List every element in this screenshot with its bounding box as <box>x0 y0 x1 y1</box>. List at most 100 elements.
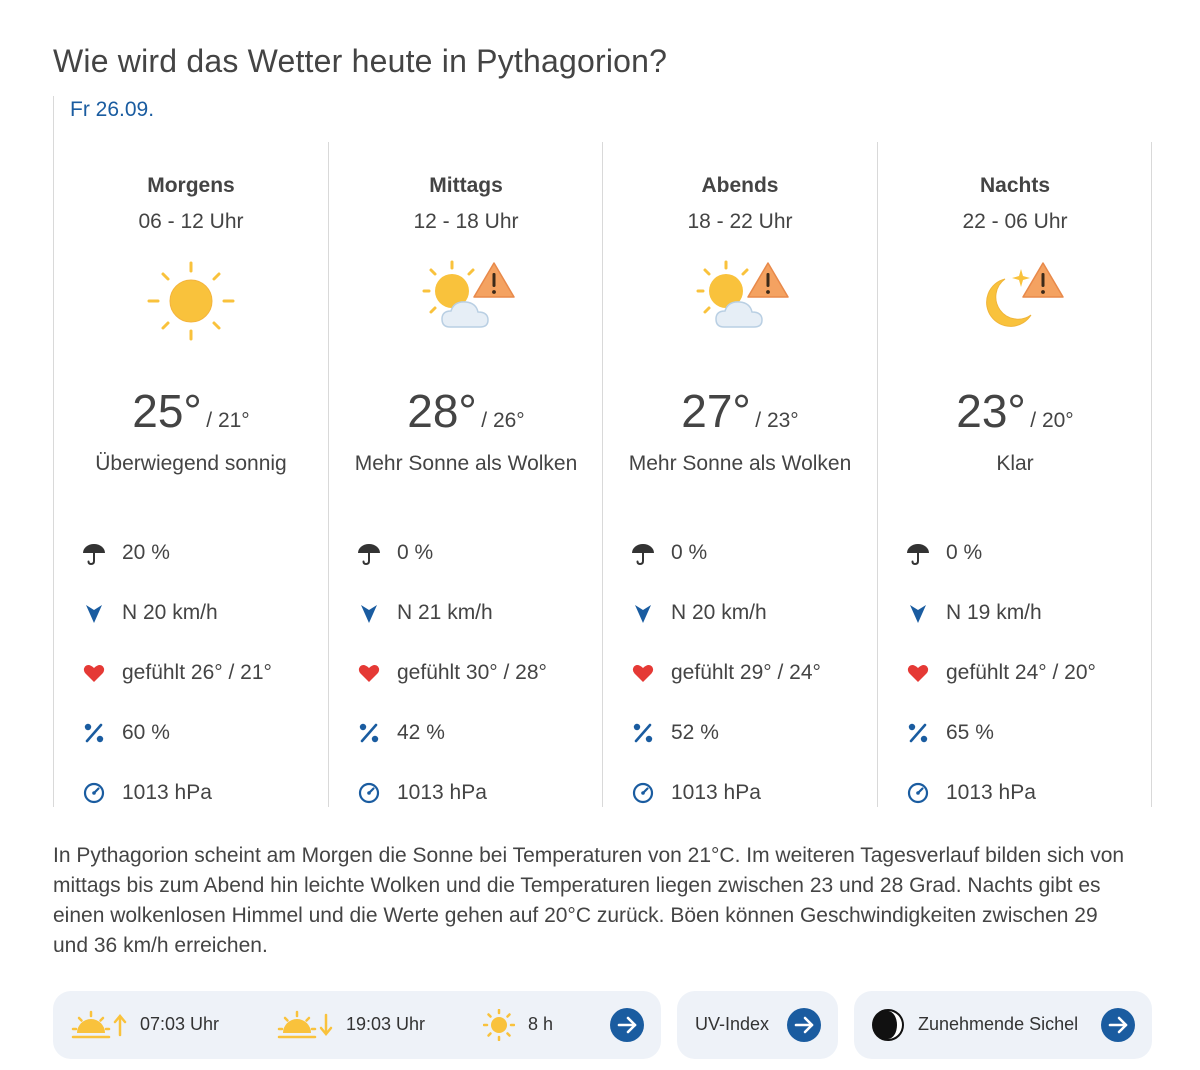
sun-details-button[interactable] <box>610 1008 644 1042</box>
uv-index-pill[interactable]: UV-Index <box>677 991 838 1059</box>
feels-like-temperature-value: gefühlt 29° / 24° <box>671 661 821 684</box>
moon-phase-button[interactable] <box>1101 1008 1135 1042</box>
sunrise-icon <box>71 1010 127 1039</box>
wind-row: N 19 km/h <box>906 598 1042 628</box>
rain-probability-row: 0 % <box>357 538 433 568</box>
uv-index-button[interactable] <box>787 1008 821 1042</box>
weather-summary: In Pythagorion scheint am Morgen die Son… <box>53 844 1125 957</box>
period-name: Mittags <box>429 174 503 197</box>
wind-direction-icon <box>635 605 651 623</box>
sunshine-duration: 8 h <box>528 1014 554 1034</box>
weather-description: Überwiegend sonnig <box>95 452 287 475</box>
humidity-value: 52 % <box>671 721 719 744</box>
period-hours: 22 - 06 Uhr <box>962 210 1068 233</box>
sun-cloud-warning-icon <box>690 257 790 345</box>
wind-value: N 19 km/h <box>946 601 1042 624</box>
feels-like-temperature-value: gefühlt 26° / 21° <box>122 661 272 684</box>
humidity-value: 42 % <box>397 721 445 744</box>
pressure-gauge-icon <box>632 782 654 804</box>
feels-like-temperature-row: gefühlt 29° / 24° <box>631 658 821 688</box>
air-pressure-row: 1013 hPa <box>631 778 761 808</box>
sunshine-icon <box>483 1009 515 1041</box>
moon-warning-icon <box>965 257 1065 345</box>
rain-probability-value: 0 % <box>671 541 708 564</box>
humidity-icon <box>84 723 104 743</box>
left-divider <box>53 96 54 807</box>
temperature-low: / 26° <box>481 409 525 432</box>
date-label: Fr 26.09. <box>70 98 155 121</box>
temperature-high: 25° <box>132 385 202 437</box>
page-title: Wie wird das Wetter heute in Pythagorion… <box>53 43 668 80</box>
rain-probability-row: 0 % <box>906 538 982 568</box>
period-column-night: Nachts 22 - 06 Uhr 23° / 20° Klar <box>878 142 1152 807</box>
air-pressure-value: 1013 hPa <box>671 781 761 804</box>
temperature: 23° / 20° <box>878 384 1152 438</box>
period-column-morning: Morgens 06 - 12 Uhr 25° / 21° Überwiegen… <box>54 142 328 807</box>
heart-icon <box>907 665 929 682</box>
uv-index-label: UV-Index <box>695 1014 770 1034</box>
wind-row: N 20 km/h <box>82 598 218 628</box>
feels-like-temperature-row: gefühlt 24° / 20° <box>906 658 1096 688</box>
air-pressure-value: 1013 hPa <box>946 781 1036 804</box>
period-hours: 06 - 12 Uhr <box>138 210 244 233</box>
column-divider <box>328 142 329 807</box>
wind-row: N 21 km/h <box>357 598 493 628</box>
wind-value: N 20 km/h <box>671 601 767 624</box>
umbrella-icon <box>358 544 380 565</box>
humidity-value: 65 % <box>946 721 994 744</box>
rain-probability-row: 0 % <box>631 538 707 568</box>
heart-icon <box>632 665 654 682</box>
heart-icon <box>83 665 105 682</box>
sun-cloud-warning-icon <box>416 257 516 345</box>
period-hours: 18 - 22 Uhr <box>687 210 793 233</box>
temperature: 28° / 26° <box>329 384 603 438</box>
wind-direction-icon <box>86 605 102 623</box>
feels-like-temperature-row: gefühlt 26° / 21° <box>82 658 272 688</box>
humidity-value: 60 % <box>122 721 170 744</box>
rain-probability-row: 20 % <box>82 538 170 568</box>
column-divider <box>877 142 878 807</box>
feels-like-temperature-row: gefühlt 30° / 28° <box>357 658 547 688</box>
arrow-right-icon <box>1108 1016 1128 1034</box>
moon-phase-icon <box>872 1009 904 1041</box>
humidity-row: 42 % <box>357 718 445 748</box>
weather-description: Mehr Sonne als Wolken <box>354 452 578 475</box>
temperature: 27° / 23° <box>603 384 877 438</box>
moon-phase-label: Zunehmende Sichel <box>918 1014 1079 1034</box>
humidity-row: 65 % <box>906 718 994 748</box>
period-column-midday: Mittags 12 - 18 Uhr 28° / 26° Mehr Sonne <box>329 142 603 807</box>
column-divider <box>602 142 603 807</box>
heart-icon <box>358 665 380 682</box>
sun-icon <box>141 257 241 345</box>
temperature-high: 27° <box>681 385 751 437</box>
period-name: Morgens <box>147 174 235 197</box>
weather-description: Klar <box>996 452 1034 475</box>
arrow-right-icon <box>617 1016 637 1034</box>
air-pressure-row: 1013 hPa <box>357 778 487 808</box>
moon-phase-pill[interactable]: Zunehmende Sichel <box>854 991 1152 1059</box>
wind-direction-icon <box>361 605 377 623</box>
air-pressure-row: 1013 hPa <box>82 778 212 808</box>
temperature: 25° / 21° <box>54 384 328 438</box>
wind-direction-icon <box>910 605 926 623</box>
temperature-high: 23° <box>956 385 1026 437</box>
temperature-low: / 20° <box>1030 409 1074 432</box>
air-pressure-value: 1013 hPa <box>397 781 487 804</box>
humidity-icon <box>908 723 928 743</box>
feels-like-temperature-value: gefühlt 24° / 20° <box>946 661 1096 684</box>
period-name: Nachts <box>979 174 1051 197</box>
umbrella-icon <box>83 544 105 565</box>
period-column-evening: Abends 18 - 22 Uhr 27° / 23° Mehr Sonne … <box>603 142 877 807</box>
arrow-right-icon <box>794 1016 814 1034</box>
column-divider <box>1151 142 1152 807</box>
period-name: Abends <box>701 174 779 197</box>
rain-probability-value: 0 % <box>397 541 434 564</box>
rain-probability-value: 20 % <box>122 541 170 564</box>
weather-description: Mehr Sonne als Wolken <box>628 452 852 475</box>
pressure-gauge-icon <box>83 782 105 804</box>
sunset-icon <box>277 1010 333 1039</box>
wind-value: N 21 km/h <box>397 601 493 624</box>
humidity-row: 60 % <box>82 718 170 748</box>
wind-value: N 20 km/h <box>122 601 218 624</box>
pressure-gauge-icon <box>358 782 380 804</box>
